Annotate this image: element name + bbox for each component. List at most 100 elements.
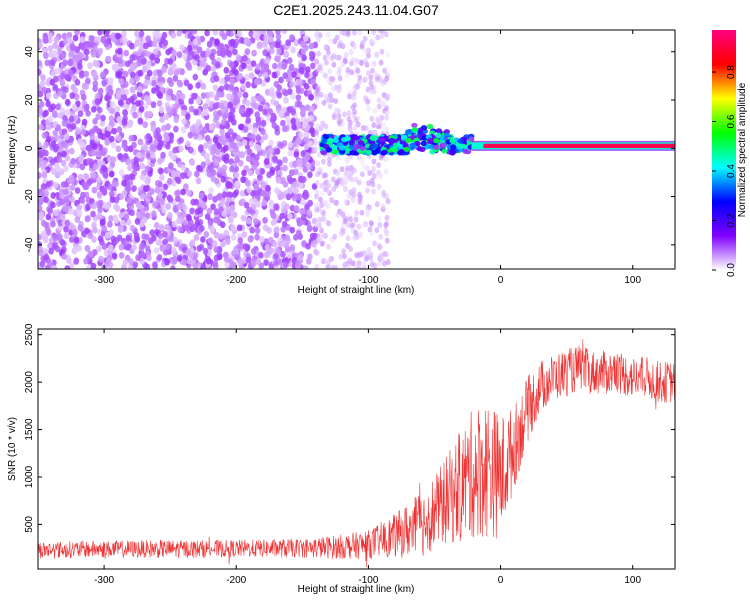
heatmap-cell xyxy=(153,222,160,229)
heatmap-cell xyxy=(304,71,310,79)
heatmap-cell xyxy=(255,134,262,142)
heatmap-cell xyxy=(41,132,48,139)
heatmap-cell xyxy=(50,220,56,228)
heatmap-cell xyxy=(133,232,140,240)
heatmap-cell xyxy=(211,143,218,151)
heatmap-cell xyxy=(40,219,47,227)
heatmap-cell xyxy=(370,38,376,45)
heatmap-cell xyxy=(69,92,75,100)
heatmap-y-tick-label: 40 xyxy=(24,46,35,58)
heatmap-cell xyxy=(214,38,220,46)
heatmap-cell xyxy=(138,30,145,38)
heatmap-cell xyxy=(186,64,193,71)
heatmap-cell xyxy=(122,259,129,266)
heatmap-cell xyxy=(213,159,220,166)
heatmap-cell xyxy=(245,100,251,107)
colorbar-label: Normalized spectral amplitude xyxy=(737,82,748,217)
heatmap-cell xyxy=(427,137,434,143)
heatmap-cell xyxy=(121,94,128,101)
heatmap-cell xyxy=(385,93,390,100)
heatmap-cell xyxy=(195,177,202,185)
heatmap-cell xyxy=(121,30,127,38)
heatmap-cell xyxy=(47,242,53,250)
heatmap-cell xyxy=(300,150,307,158)
heatmap-cell xyxy=(223,83,230,91)
heatmap-cell xyxy=(185,140,191,148)
heatmap-cell xyxy=(371,60,377,67)
heatmap-cell xyxy=(168,162,174,170)
heatmap-cell xyxy=(226,207,232,215)
heatmap-cell xyxy=(354,59,359,66)
heatmap-cell xyxy=(318,125,324,132)
heatmap-cell xyxy=(303,34,309,42)
heatmap-cell xyxy=(290,181,297,189)
heatmap-cell xyxy=(259,168,266,175)
heatmap-cell xyxy=(78,71,85,79)
heatmap-cell xyxy=(280,119,286,127)
heatmap-cell xyxy=(345,222,351,228)
heatmap-cell xyxy=(229,141,235,149)
heatmap-cell xyxy=(186,189,192,197)
heatmap-cell xyxy=(383,156,389,163)
heatmap-cell xyxy=(202,103,209,110)
heatmap-cell xyxy=(101,79,107,87)
heatmap-cell xyxy=(165,203,171,210)
heatmap-cell xyxy=(405,129,412,136)
heatmap-cell xyxy=(207,219,214,227)
heatmap-cell xyxy=(376,97,382,104)
heatmap-cell xyxy=(371,122,377,129)
heatmap-cell xyxy=(262,133,269,141)
heatmap-cell xyxy=(40,183,47,191)
heatmap-cell xyxy=(194,54,200,61)
heatmap-cell xyxy=(158,224,165,231)
heatmap-cell xyxy=(281,206,287,214)
heatmap-cell xyxy=(273,203,279,211)
heatmap-cell xyxy=(156,100,163,107)
heatmap-cell xyxy=(268,236,274,244)
heatmap-cell xyxy=(70,123,77,130)
heatmap-cell xyxy=(154,56,161,64)
heatmap-cell xyxy=(321,138,328,144)
heatmap-cell xyxy=(441,148,448,154)
heatmap-cell xyxy=(301,240,307,247)
heatmap-cell xyxy=(56,156,63,164)
heatmap-cell xyxy=(329,197,334,204)
heatmap-cell xyxy=(337,209,343,216)
heatmap-cell xyxy=(149,54,155,61)
heatmap-cell xyxy=(207,237,214,245)
heatmap-cell xyxy=(47,207,54,215)
heatmap-cell xyxy=(151,40,158,48)
heatmap-y-axis: -40 -20 0 20 40 xyxy=(24,46,675,252)
heatmap-cell xyxy=(359,145,366,151)
heatmap-cell xyxy=(63,225,69,233)
heatmap-cell xyxy=(171,220,178,228)
heatmap-cell xyxy=(80,128,87,136)
heatmap-cell xyxy=(155,127,161,134)
heatmap-cell xyxy=(144,185,151,192)
heatmap-cell xyxy=(392,142,400,148)
heatmap-cell xyxy=(129,209,135,217)
colorbar-ticks: 0.0 0.2 0.4 0.6 0.8 xyxy=(712,65,737,277)
heatmap-cell xyxy=(365,98,371,105)
heatmap-cell xyxy=(371,88,377,95)
heatmap-cell xyxy=(368,251,374,258)
heatmap-cell xyxy=(320,120,326,127)
heatmap-cell xyxy=(141,57,147,64)
heatmap-cell xyxy=(349,164,354,171)
heatmap-cell xyxy=(343,51,349,58)
heatmap-cell xyxy=(188,146,194,154)
heatmap-cell xyxy=(60,181,67,189)
heatmap-cell xyxy=(87,62,93,70)
heatmap-cell xyxy=(230,234,237,241)
heatmap-cell xyxy=(215,194,222,201)
heatmap-cell xyxy=(189,159,196,167)
heatmap-cell xyxy=(314,32,319,39)
heatmap-cell xyxy=(97,235,104,243)
heatmap-cell xyxy=(101,187,108,195)
heatmap-cell xyxy=(97,206,103,214)
heatmap-cell xyxy=(330,86,336,92)
heatmap-cell xyxy=(167,58,174,65)
heatmap-cell xyxy=(45,123,52,131)
heatmap-cell xyxy=(62,165,69,173)
heatmap-cell xyxy=(150,124,157,132)
